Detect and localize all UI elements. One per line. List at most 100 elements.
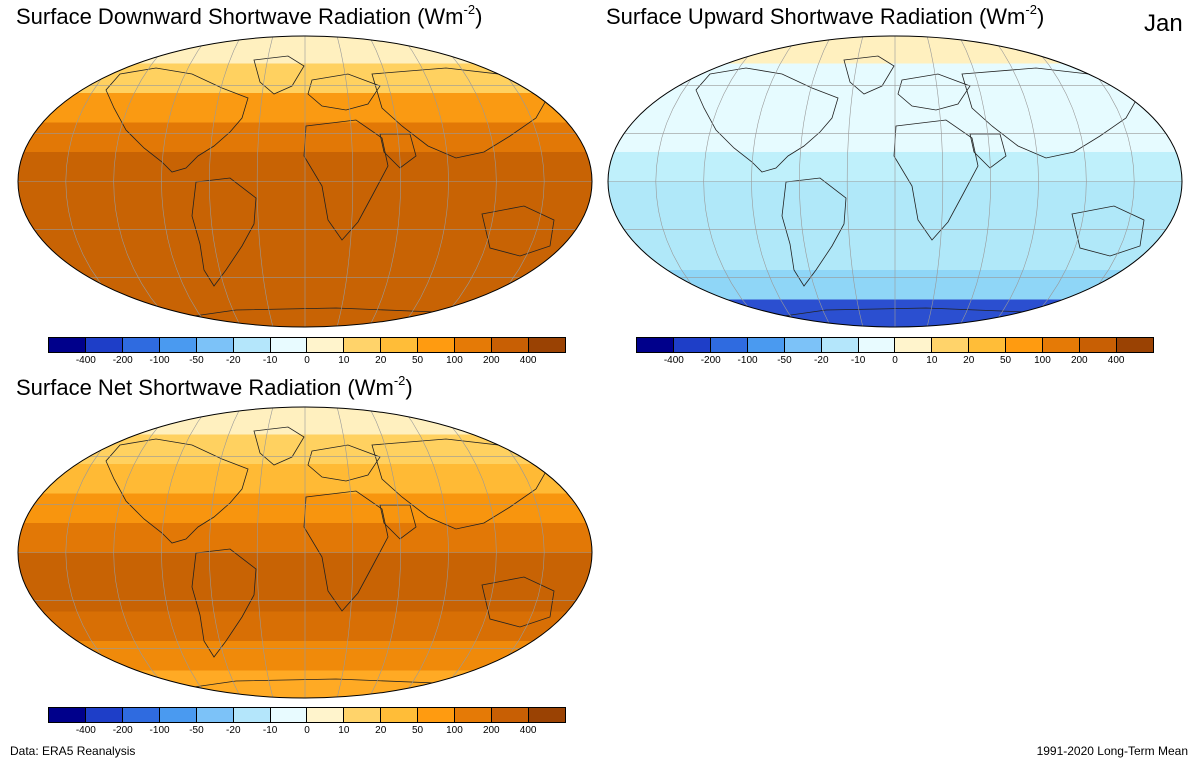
colorbar-tick-label: 0: [892, 355, 898, 366]
colorbar-upward: -400 -200 -100 -50 -20 -10 0 10 20 50 100 200 400: [636, 337, 1154, 367]
colorbar-cell: [381, 708, 419, 722]
colorbar-tick-label: 400: [519, 725, 537, 736]
colorbar-cell: [1006, 338, 1044, 352]
colorbar-tick-label: 20: [375, 725, 387, 736]
colorbar-tick-label: 100: [446, 355, 463, 366]
colorbar-cell: [418, 708, 456, 722]
coastline: [105, 67, 249, 173]
colorbar-cell: [49, 338, 86, 352]
period-label: 1991-2020 Long-Term Mean: [1036, 744, 1188, 758]
colorbar-tick-label: -200: [700, 355, 721, 366]
coastline: [303, 490, 389, 612]
colorbar-cell: [1116, 338, 1153, 352]
colorbar-cell: [381, 338, 419, 352]
colorbar-cell: [1080, 338, 1117, 352]
colorbar-cell: [159, 708, 197, 722]
colorbar-tick-label: 100: [1034, 355, 1051, 366]
colorbar-tick-label: -50: [777, 355, 792, 366]
coastline: [781, 177, 847, 287]
colorbar-downward: -400 -200 -100 -50 -20 -10 0 10 20 50 100 200 400: [48, 337, 566, 367]
panel-title-upward: Surface Upward Shortwave Radiation (Wm-2…: [606, 2, 1045, 29]
map-border: [17, 35, 593, 328]
colorbar-tick-label: -50: [189, 725, 204, 736]
coastline: [191, 177, 257, 287]
coastline: [253, 55, 305, 95]
colorbar-tick-label: -200: [112, 725, 133, 736]
colorbar-cell: [418, 338, 456, 352]
colorbar-cell: [122, 708, 160, 722]
colorbar-cell: [932, 338, 970, 352]
data-source: Data: ERA5 Reanalysis: [10, 744, 136, 758]
colorbar-cell: [49, 708, 86, 722]
colorbar-cell: [196, 708, 234, 722]
colorbar-tick-label: 200: [482, 355, 500, 366]
colorbar-cell: [858, 338, 896, 352]
colorbar-cell: [85, 708, 123, 722]
coastline: [307, 444, 381, 482]
colorbar-cell: [895, 338, 933, 352]
colorbar-cell: [159, 338, 197, 352]
colorbar-tick-label: -20: [814, 355, 829, 366]
coastline: [481, 576, 555, 628]
colorbar-cell: [969, 338, 1007, 352]
colorbar-tick-label: 200: [1070, 355, 1088, 366]
colorbar-tick-label: -100: [149, 725, 170, 736]
panel-title-downward: Surface Downward Shortwave Radiation (Wm…: [16, 2, 483, 29]
coastline: [1071, 205, 1145, 257]
colorbar-tick-label: 10: [338, 725, 350, 736]
colorbar-net: -400 -200 -100 -50 -20 -10 0 10 20 50 100 200 400: [48, 707, 566, 737]
colorbar-tick-label: -100: [737, 355, 758, 366]
colorbar-tick-label: -400: [75, 355, 96, 366]
colorbar-cell: [637, 338, 674, 352]
colorbar-cell: [455, 708, 493, 722]
colorbar-tick-label: -50: [189, 355, 204, 366]
colorbar-cell: [710, 338, 748, 352]
colorbar-tick-label: 10: [926, 355, 938, 366]
colorbar-cell: [307, 338, 345, 352]
colorbar-cell: [233, 338, 271, 352]
map-fill: [18, 407, 592, 698]
colorbar-cell: [270, 338, 308, 352]
colorbar-tick-label: -20: [226, 355, 241, 366]
colorbar-tick-label: 20: [963, 355, 975, 366]
colorbar-cell: [344, 708, 382, 722]
map-border: [17, 406, 593, 699]
coastline: [695, 67, 839, 173]
coastline: [105, 438, 249, 544]
colorbar-cell: [455, 338, 493, 352]
colorbar-tick-label: -10: [262, 355, 278, 366]
colorbar-tick-label: 200: [482, 725, 500, 736]
colorbar-tick-label: -200: [112, 355, 133, 366]
colorbar-cell: [492, 338, 529, 352]
map-net: [17, 406, 593, 699]
colorbar-cell: [528, 708, 565, 722]
colorbar-cell: [344, 338, 382, 352]
colorbar-tick-label: 0: [304, 355, 310, 366]
colorbar-tick-label: -10: [262, 725, 278, 736]
coastline: [897, 73, 971, 111]
colorbar-cell: [673, 338, 711, 352]
panel-title-net: Surface Net Shortwave Radiation (Wm-2): [16, 373, 413, 400]
colorbar-tick-label: 10: [338, 355, 350, 366]
coastline: [191, 548, 257, 658]
colorbar-cell: [233, 708, 271, 722]
colorbar-tick-label: -400: [75, 725, 96, 736]
colorbar-cell: [492, 708, 529, 722]
coastline: [893, 119, 979, 241]
colorbar-cell: [122, 338, 160, 352]
colorbar-cell: [784, 338, 822, 352]
colorbar-cell: [85, 338, 123, 352]
colorbar-tick-label: 50: [412, 725, 424, 736]
coastline: [843, 55, 895, 95]
colorbar-tick-label: 100: [446, 725, 463, 736]
coastline: [379, 133, 417, 169]
colorbar-tick-label: -10: [850, 355, 866, 366]
coastline: [379, 504, 417, 540]
colorbar-tick-label: 400: [519, 355, 537, 366]
colorbar-tick-label: 400: [1107, 355, 1125, 366]
coastline: [253, 426, 305, 466]
colorbar-tick-label: 50: [412, 355, 424, 366]
colorbar-tick-label: -400: [663, 355, 684, 366]
coastline: [307, 73, 381, 111]
colorbar-tick-label: 20: [375, 355, 387, 366]
